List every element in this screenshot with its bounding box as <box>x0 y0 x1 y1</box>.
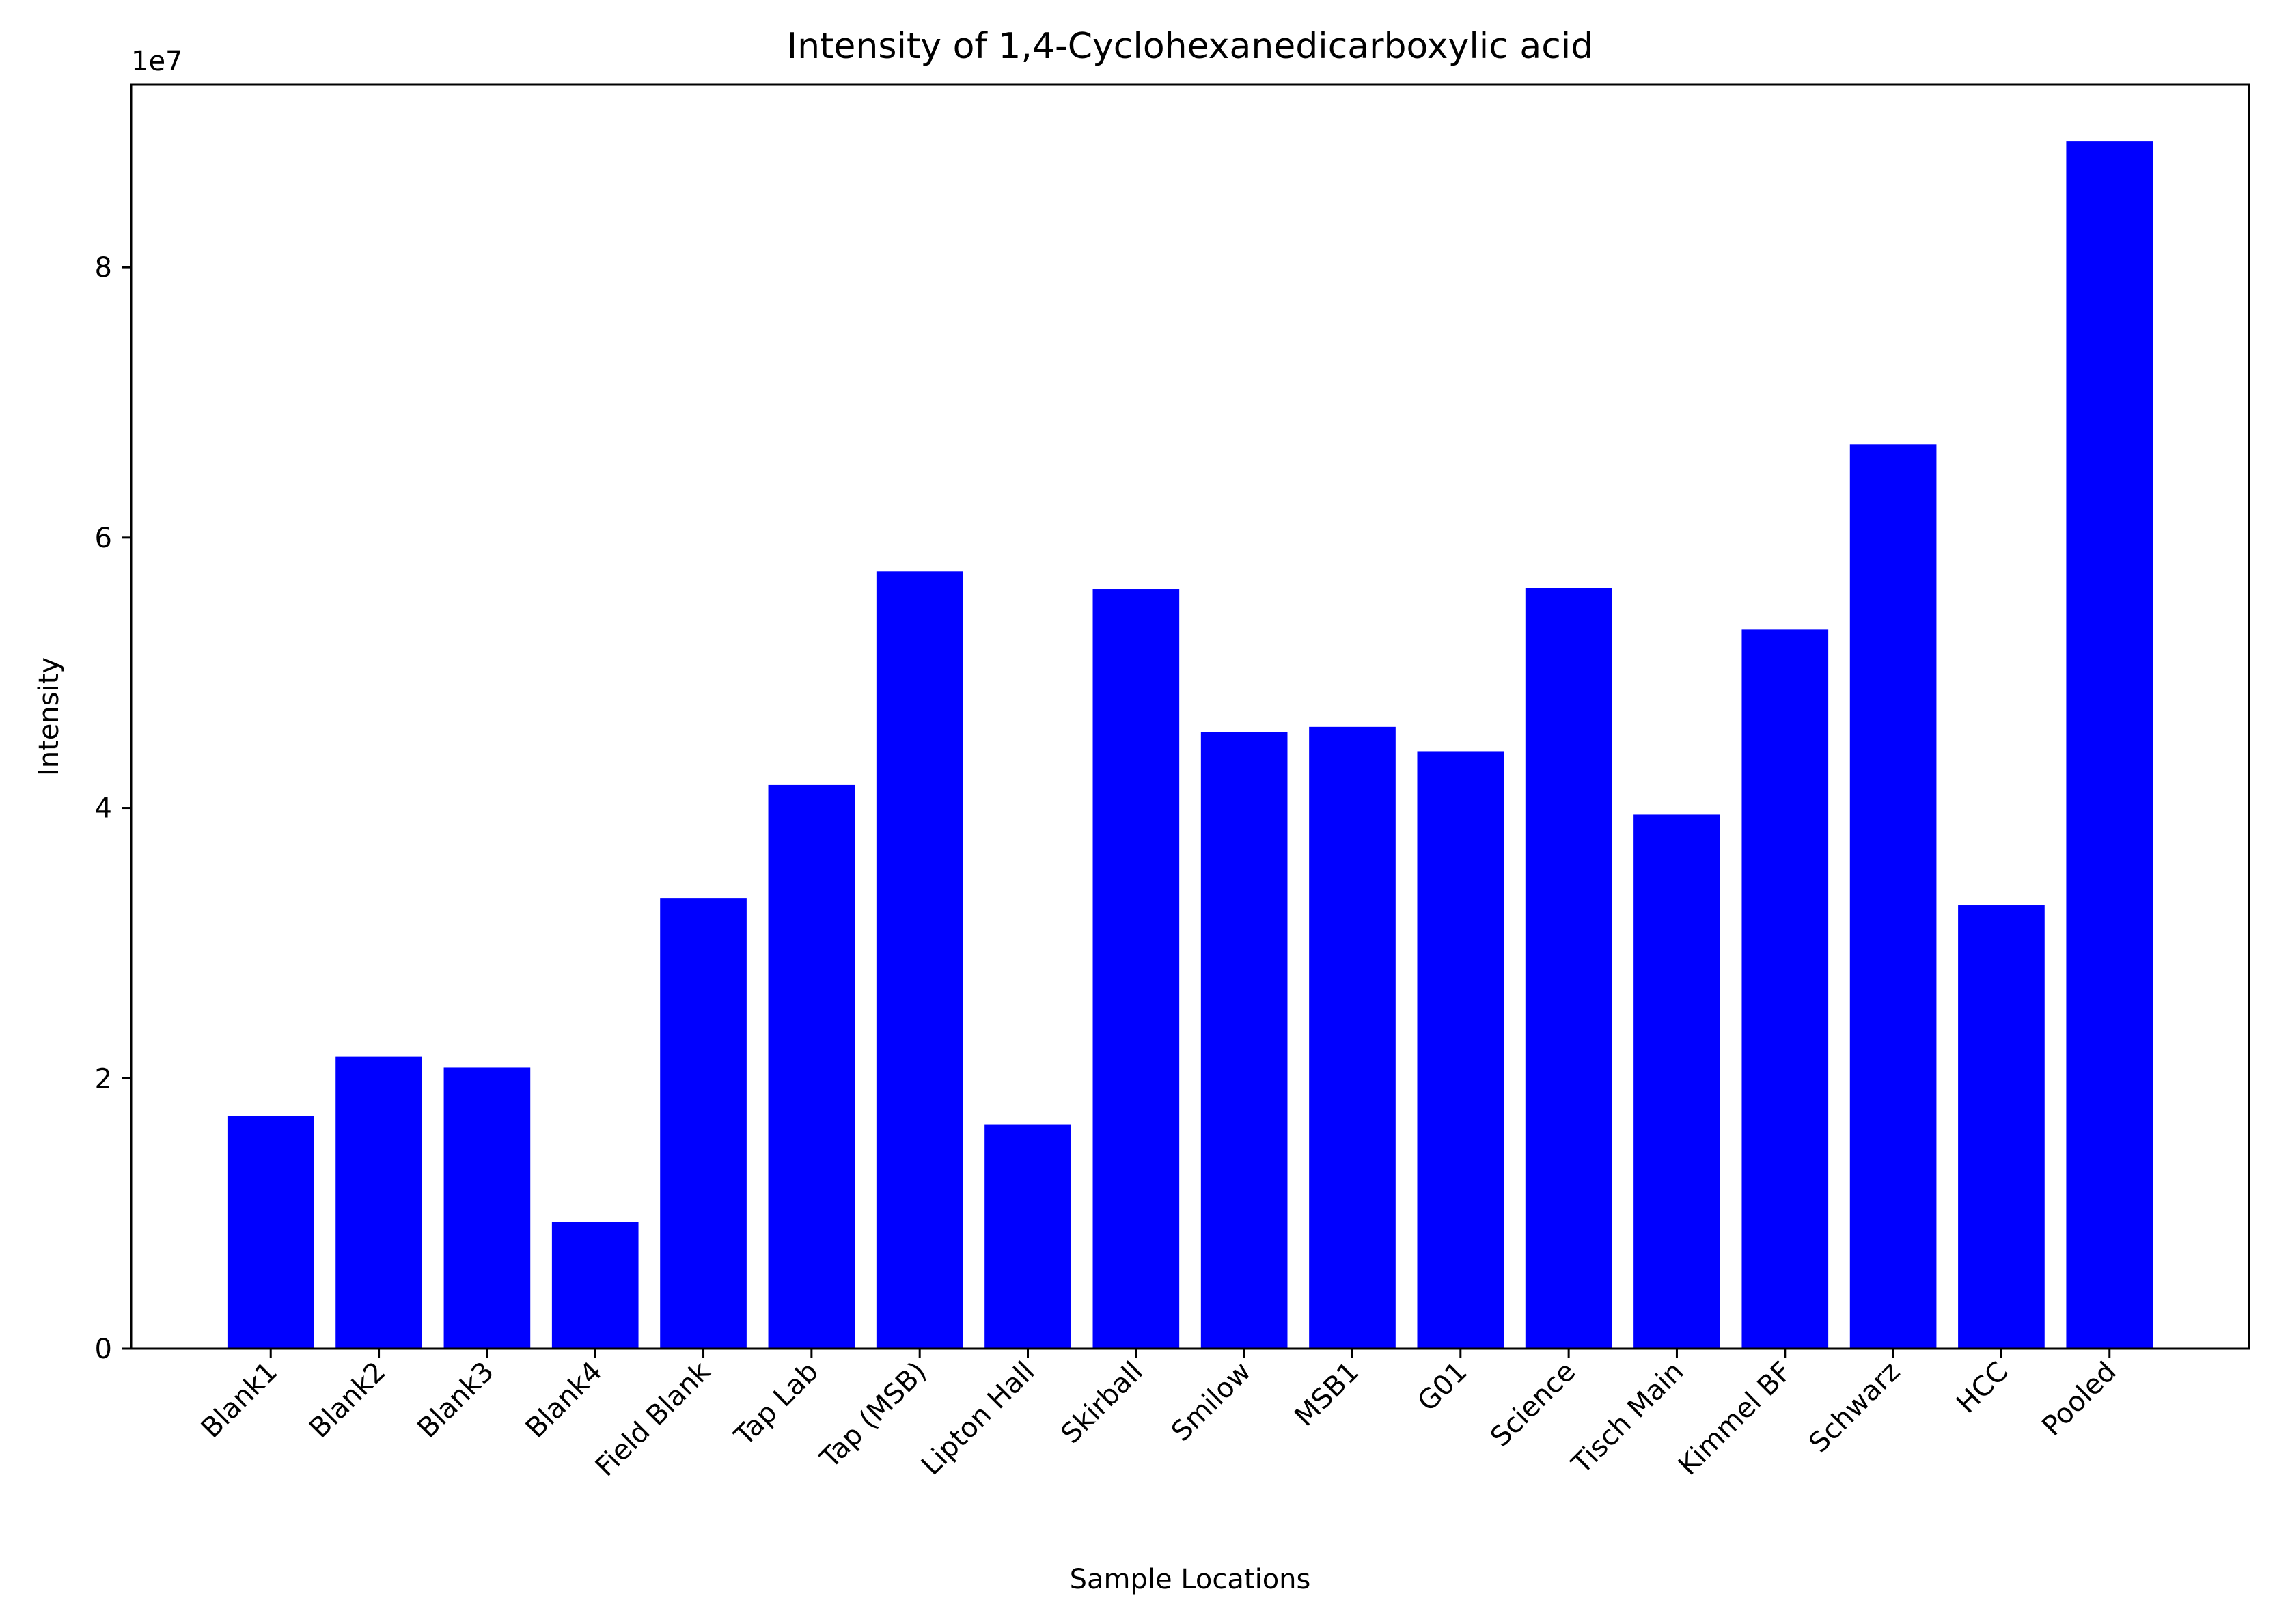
bar-pooled <box>2066 141 2153 1349</box>
bar-blank1 <box>227 1116 314 1349</box>
bar-science <box>1525 588 1612 1349</box>
bar-skirball <box>1092 589 1180 1349</box>
bar-tisch-main <box>1633 814 1720 1349</box>
y-tick-label: 2 <box>95 1063 112 1095</box>
bar-hcc <box>1958 905 2045 1349</box>
y-axis-offset-label: 1e7 <box>131 46 183 77</box>
bar-blank3 <box>443 1067 531 1349</box>
x-axis-label: Sample Locations <box>1070 1564 1311 1595</box>
chart-title: Intensity of 1,4-Cyclohexanedicarboxylic… <box>787 26 1594 67</box>
y-axis-label: Intensity <box>33 657 65 776</box>
bars-group <box>227 141 2153 1349</box>
bar-blank4 <box>551 1222 639 1349</box>
y-tick-label: 6 <box>95 523 112 554</box>
y-tick-label: 4 <box>95 793 112 825</box>
bar-blank2 <box>335 1056 422 1349</box>
y-tick-label: 0 <box>95 1334 112 1365</box>
y-tick-label: 8 <box>95 252 112 284</box>
bar-lipton-hall <box>984 1124 1071 1349</box>
bar-tap-lab <box>768 784 855 1349</box>
plot-area-frame <box>130 83 2250 1350</box>
bar-kimmel-bf <box>1741 629 1829 1349</box>
bar-tap-msb <box>876 571 963 1349</box>
bar-field-blank <box>660 898 747 1349</box>
bar-g01 <box>1417 751 1504 1349</box>
bar-smilow <box>1200 732 1288 1349</box>
y-axis-ticks: 0 2 4 6 8 <box>95 252 131 1365</box>
bar-msb1 <box>1309 726 1396 1349</box>
bar-schwarz <box>1849 444 1937 1349</box>
